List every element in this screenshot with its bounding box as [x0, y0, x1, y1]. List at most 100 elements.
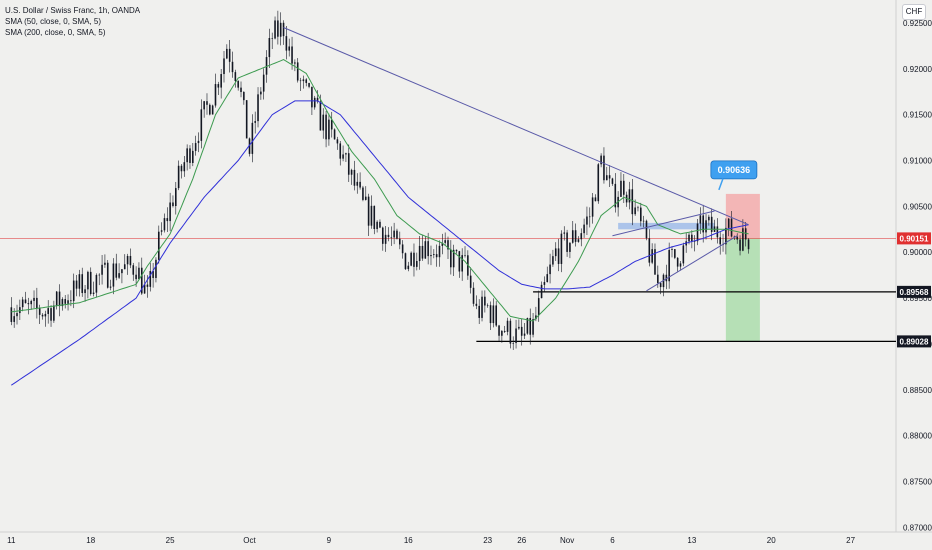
- candle-body: [455, 249, 458, 252]
- candle-body: [614, 183, 617, 208]
- candle-body: [172, 202, 174, 207]
- candle-body: [739, 239, 741, 251]
- candle-body: [30, 300, 32, 305]
- price-callout[interactable]: [710, 160, 758, 180]
- candle-body: [688, 234, 690, 242]
- candle-body: [742, 228, 744, 251]
- candle-body: [325, 114, 327, 140]
- symbol-label: U.S. Dollar / Swiss Franc, 1h, OANDA: [5, 6, 141, 15]
- current-price-tag-bg: [897, 232, 931, 245]
- candle-body: [177, 165, 180, 189]
- candle-body: [92, 292, 95, 294]
- candle-body: [404, 253, 407, 270]
- level-price-tag-bg: [897, 285, 931, 298]
- candle-body: [747, 239, 750, 250]
- candle-body: [537, 298, 540, 316]
- sma200-legend[interactable]: SMA (200, close, 0, SMA, 5): [5, 28, 106, 37]
- candle-body: [160, 230, 163, 232]
- candle-body: [146, 284, 149, 287]
- wedge-upper-line[interactable]: [612, 210, 715, 237]
- candle-body: [356, 181, 359, 186]
- candle-body: [61, 299, 64, 307]
- candle-body: [671, 249, 673, 250]
- candle-body: [416, 261, 418, 267]
- candle-body: [535, 315, 537, 320]
- candle-body: [452, 249, 455, 268]
- candle-body: [447, 240, 449, 250]
- candle-body: [166, 218, 169, 222]
- candle-body: [149, 271, 152, 287]
- candle-body: [189, 148, 191, 163]
- candle-body: [475, 303, 478, 306]
- candle-body: [674, 249, 676, 258]
- time-tick-label: 13: [687, 536, 696, 545]
- candle-body: [319, 101, 322, 131]
- candle-body: [603, 155, 605, 181]
- candle-body: [727, 218, 730, 228]
- price-tick-label: 0.87500: [903, 478, 932, 487]
- candle-body: [89, 271, 92, 294]
- candle-body: [163, 218, 166, 231]
- candle-body: [339, 143, 342, 159]
- candle-body: [435, 254, 438, 258]
- candle-body: [458, 251, 461, 272]
- candle-body: [24, 299, 27, 304]
- candle-body: [696, 223, 699, 242]
- candle-body: [16, 313, 18, 317]
- candle-body: [330, 119, 333, 130]
- candle-body: [305, 79, 308, 83]
- sma50-line[interactable]: [11, 59, 749, 322]
- candle-body: [282, 22, 285, 37]
- target-zone[interactable]: [725, 238, 760, 342]
- wedge-lower-line[interactable]: [646, 235, 738, 292]
- candle-body: [427, 241, 429, 257]
- candle-body: [350, 169, 353, 175]
- candle-body: [634, 207, 636, 215]
- price-tick-label: 0.90500: [903, 202, 932, 211]
- candle-body: [676, 257, 679, 267]
- candle-body: [586, 216, 588, 225]
- candle-body: [597, 164, 600, 202]
- candle-body: [132, 265, 135, 275]
- candle-body: [33, 297, 35, 301]
- candle-body: [441, 242, 444, 246]
- sma200-line[interactable]: [11, 100, 749, 386]
- candle-body: [21, 299, 24, 308]
- candle-body: [529, 317, 532, 335]
- candle-body: [234, 72, 237, 82]
- candle-body: [169, 202, 171, 222]
- candle-body: [211, 105, 214, 115]
- candle-body: [121, 269, 123, 274]
- blue-range-box[interactable]: [618, 222, 715, 230]
- candle-body: [637, 207, 639, 209]
- descending-trendline[interactable]: [283, 27, 749, 226]
- candle-body: [668, 249, 670, 282]
- candle-body: [682, 245, 685, 264]
- candle-body: [481, 296, 483, 318]
- time-tick-label: 27: [846, 536, 855, 545]
- candle-body: [725, 227, 727, 245]
- candle-body: [180, 165, 183, 172]
- candle-body: [486, 305, 489, 306]
- time-tick-label: Nov: [560, 536, 574, 545]
- candle-body: [174, 188, 177, 207]
- candle-body: [659, 283, 662, 288]
- candle-body: [84, 289, 86, 294]
- candle-body: [81, 274, 84, 294]
- candle-body: [101, 264, 103, 275]
- candle-body: [118, 273, 120, 278]
- candle-body: [370, 205, 373, 226]
- sma50-legend[interactable]: SMA (50, close, 0, SMA, 5): [5, 17, 102, 26]
- chart-legend: U.S. Dollar / Swiss Franc, 1h, OANDA SMA…: [5, 5, 140, 38]
- time-tick-label: 23: [483, 536, 492, 545]
- candle-body: [588, 216, 591, 218]
- candle-body: [126, 255, 129, 265]
- candle-body: [194, 143, 197, 151]
- time-tick-label: 16: [404, 536, 413, 545]
- candle-body: [450, 249, 452, 268]
- candle-body: [702, 215, 704, 233]
- currency-button[interactable]: CHF: [902, 4, 926, 20]
- candle-body: [135, 274, 137, 280]
- candle-body: [226, 48, 228, 59]
